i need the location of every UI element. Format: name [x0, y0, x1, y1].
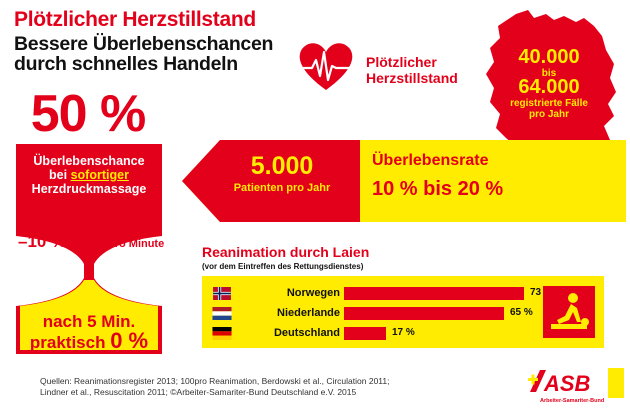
reanimation-subheading: (vor dem Eintreffen des Rettungsdienstes… — [202, 262, 364, 271]
sources-line-1: Quellen: Reanimationsregister 2013; 100p… — [40, 376, 390, 386]
flag-germany-icon — [212, 327, 232, 340]
page-title: Plötzlicher Herzstillstand — [14, 8, 256, 31]
heart-ecg-icon — [298, 43, 354, 90]
cpr-icon — [543, 286, 595, 338]
subtitle-line-1: Bessere Überlebenschancen — [14, 33, 274, 55]
reanimation-panel: Norwegen 73 % Niederlande 65 % Deutschla… — [202, 276, 604, 348]
decline-value: –10 % — [18, 232, 67, 251]
reanimation-row-norway: Norwegen 73 % — [202, 284, 604, 304]
patients-value: 5.000 — [250, 152, 314, 180]
after-line-1: nach 5 Min. — [42, 312, 136, 331]
country-name: Deutschland — [273, 327, 340, 339]
decline-unit: pro Minute — [108, 238, 165, 250]
patients-label: Patienten pro Jahr — [233, 182, 331, 194]
reanimation-bar — [344, 287, 524, 300]
logo-mark: ASB — [543, 371, 591, 396]
cpr-icon-graphic — [551, 293, 589, 329]
heart-label: Plötzlicher Herzstillstand — [366, 54, 458, 86]
reanimation-bar — [344, 327, 386, 340]
survival-line-2: bei sofortiger — [20, 168, 158, 182]
cases-label-line-1: registrierte Fälle — [510, 98, 588, 109]
survival-line-1: Überlebenschance — [33, 154, 145, 168]
heart-label-line-1: Plötzlicher — [366, 54, 437, 70]
after-line-2-text: praktisch — [29, 333, 111, 352]
country-name: Niederlande — [277, 307, 340, 319]
reanimation-value: 17 % — [392, 327, 415, 338]
germany-map — [486, 10, 616, 152]
cases-connector: bis — [541, 68, 557, 79]
survival-rate-label: Überlebensrate — [372, 152, 489, 169]
country-name: Norwegen — [286, 287, 340, 299]
page-subtitle: Bessere Überlebenschancen durch schnelle… — [14, 34, 273, 74]
reanimation-heading: Reanimation durch Laien — [202, 244, 370, 260]
reanimation-value: 73 % — [530, 287, 553, 298]
cases-label: registrierte Fälle pro Jahr — [498, 98, 600, 120]
after-five-minutes: nach 5 Min. praktisch 0 % — [20, 312, 158, 352]
logo-tagline: Arbeiter-Samariter-Bund — [540, 398, 605, 404]
hourglass-shape — [16, 144, 162, 354]
subtitle-line-2: durch schnelles Handeln — [14, 53, 238, 75]
arrow-band — [182, 140, 626, 222]
after-line-2-value: 0 % — [110, 328, 149, 353]
cases-label-line-2: pro Jahr — [528, 109, 569, 120]
reanimation-bar — [344, 307, 504, 320]
heart-label-line-2: Herzstillstand — [366, 70, 458, 86]
flag-netherlands-icon — [212, 307, 232, 320]
cases-from: 40.000 — [518, 46, 580, 68]
cases-to: 64.000 — [518, 76, 580, 98]
survival-line-3: Herzdruckmassage — [31, 182, 147, 196]
survival-rate-value: 10 % bis 20 % — [372, 178, 504, 200]
sources: Quellen: Reanimationsregister 2013; 100p… — [40, 376, 389, 398]
sources-line-2: Lindner et al., Resuscitation 2011; ©Arb… — [40, 387, 357, 397]
survival-text: Überlebenschance bei sofortiger Herzdruc… — [20, 154, 158, 196]
asb-logo: ASB — [528, 368, 624, 398]
after-line-2: praktisch 0 % — [20, 328, 158, 353]
survival-highlight: sofortiger — [70, 168, 129, 182]
flag-norway-icon — [213, 287, 231, 300]
reanimation-value: 65 % — [510, 307, 533, 318]
reanimation-row-germany: Deutschland 17 % — [202, 324, 604, 344]
survival-percent: 50 % — [30, 85, 147, 143]
survival-line-2-prefix: bei — [49, 168, 71, 182]
reanimation-row-netherlands: Niederlande 65 % — [202, 304, 604, 324]
